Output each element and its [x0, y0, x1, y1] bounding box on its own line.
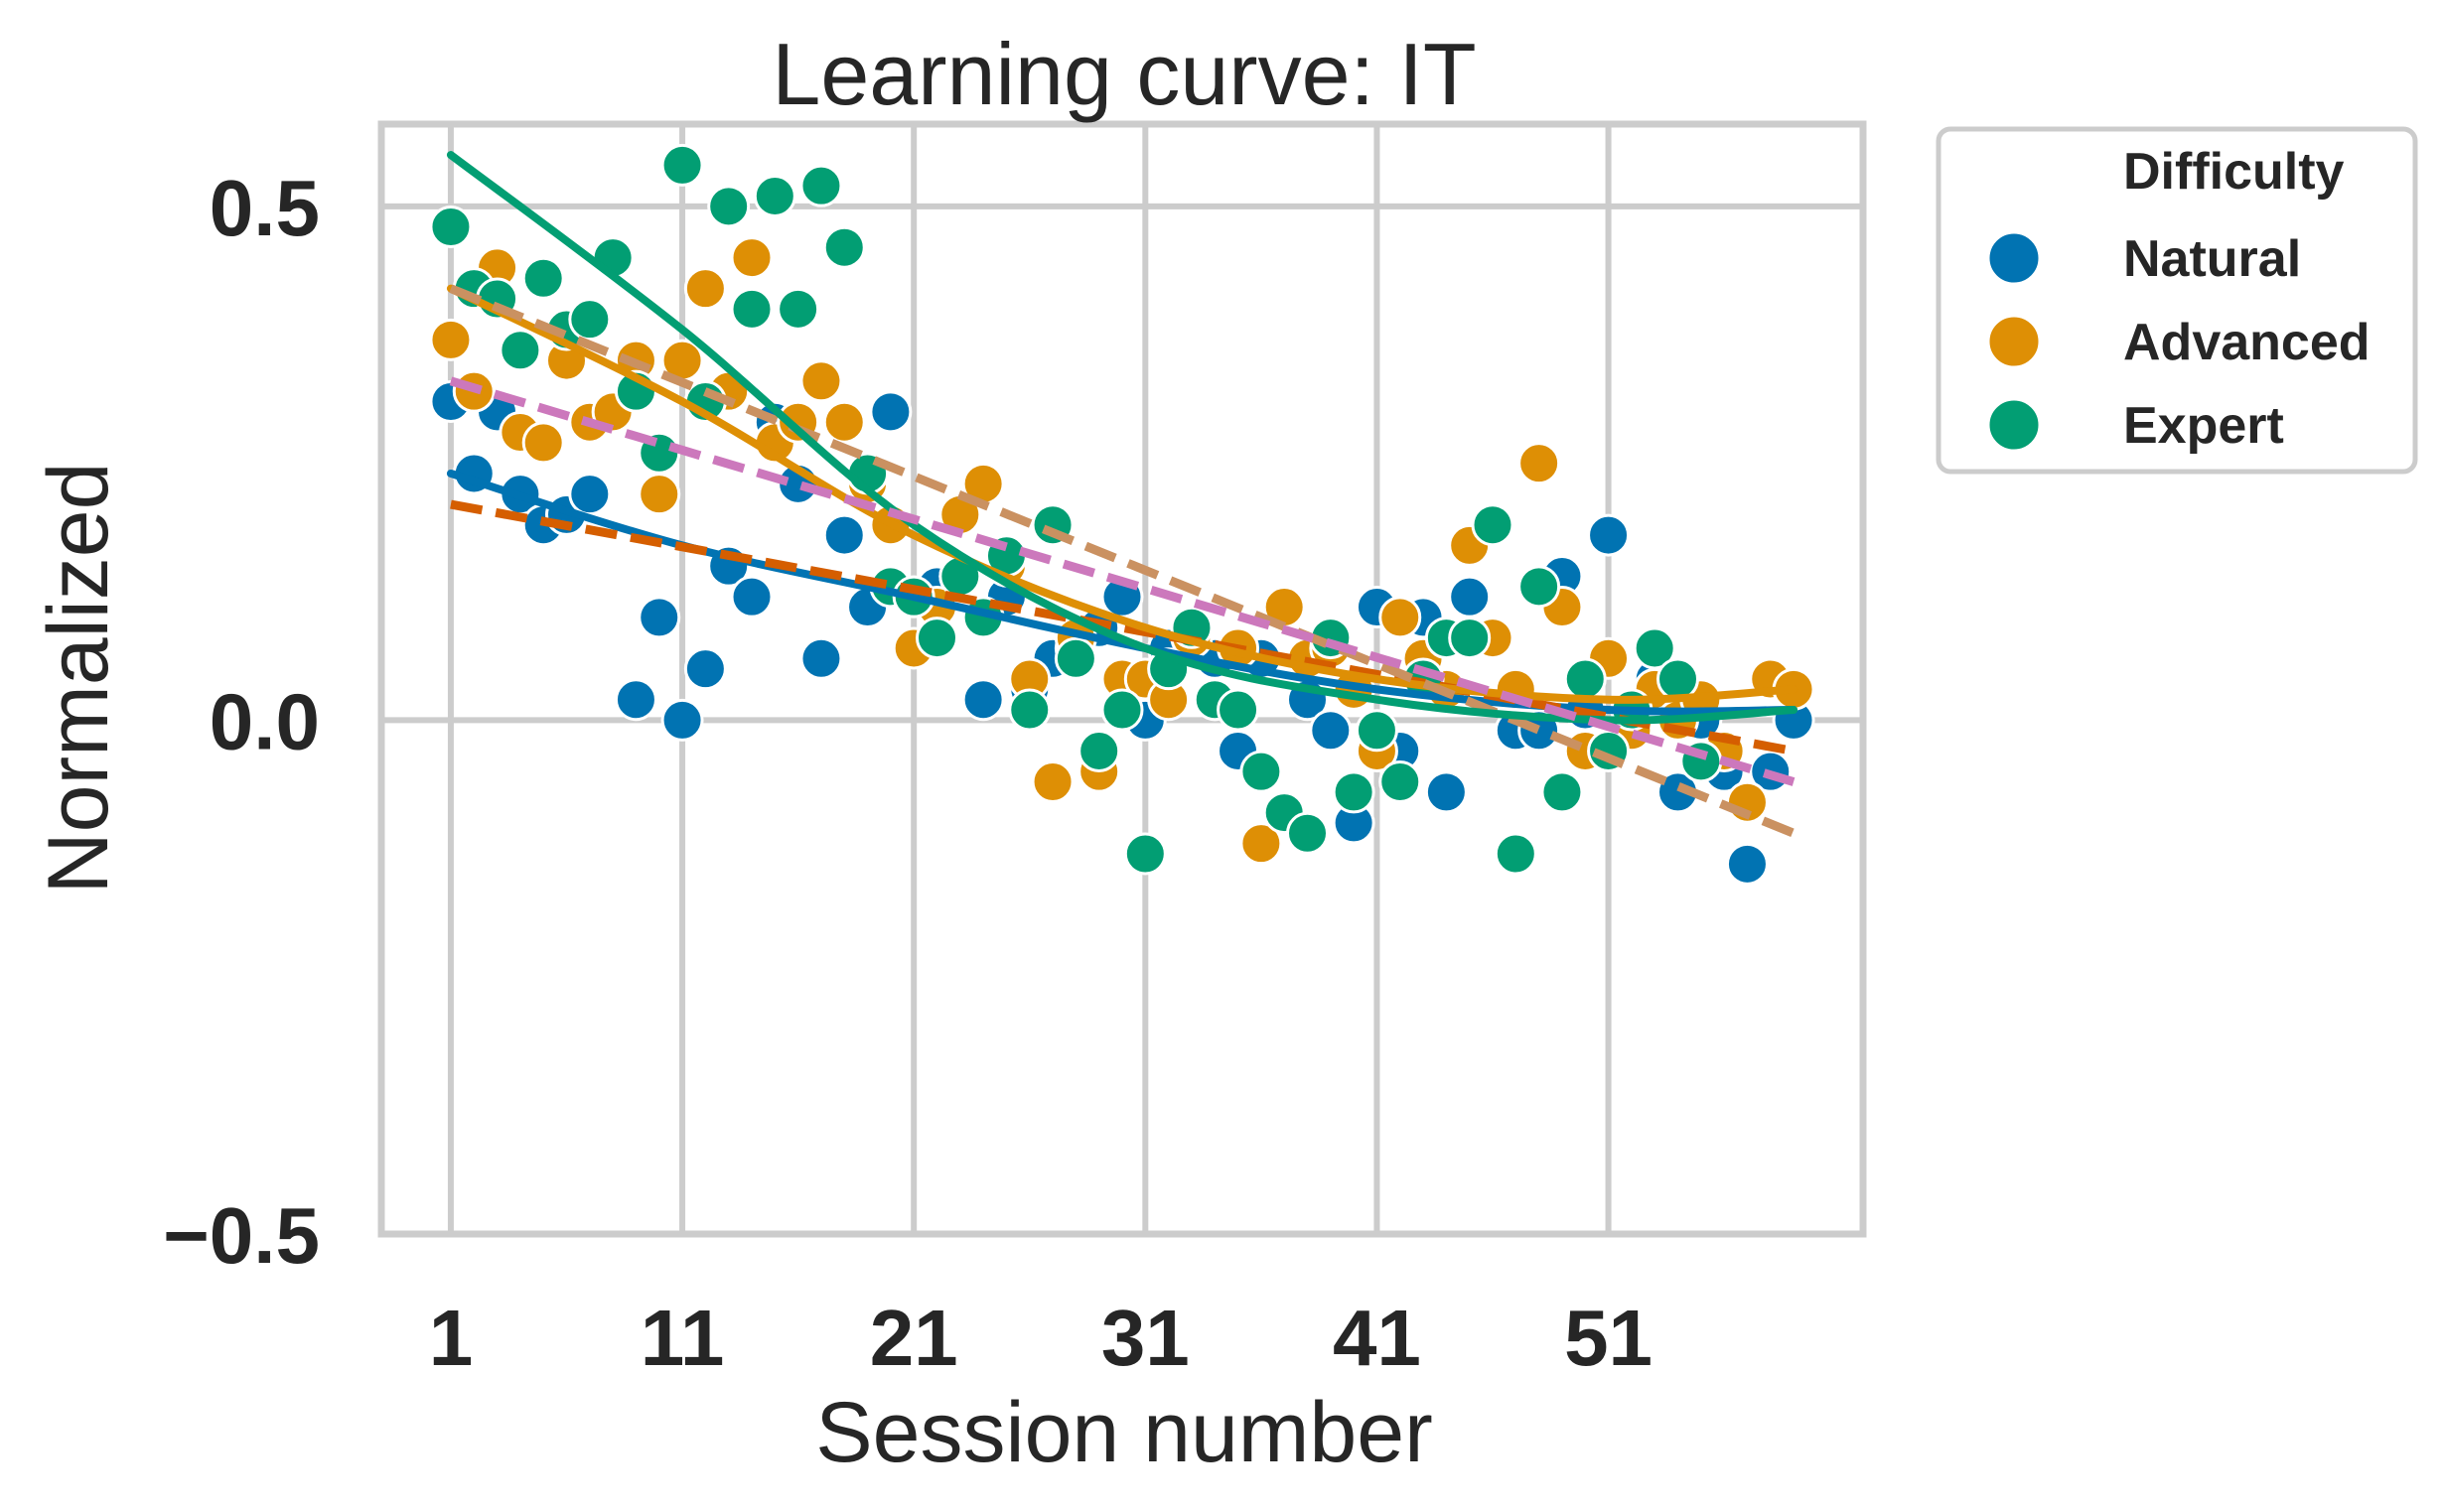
- point-expert: [1378, 760, 1422, 804]
- point-natural: [638, 596, 681, 639]
- point-advanced: [730, 236, 774, 280]
- point-advanced: [1239, 822, 1283, 866]
- point-advanced: [521, 421, 565, 465]
- point-advanced: [1031, 760, 1075, 804]
- legend-marker-expert: [1986, 397, 2042, 453]
- point-expert: [1286, 811, 1329, 855]
- point-advanced: [429, 318, 473, 361]
- point-expert: [1008, 688, 1052, 732]
- x-tick-label: 41: [1333, 1294, 1421, 1382]
- point-natural: [1725, 842, 1769, 886]
- point-advanced: [1517, 442, 1561, 485]
- point-expert: [916, 617, 958, 660]
- point-expert: [1054, 636, 1097, 680]
- x-tick-label: 11: [641, 1294, 725, 1382]
- point-natural: [568, 473, 612, 516]
- point-expert: [429, 206, 473, 249]
- point-expert: [568, 298, 612, 342]
- y-axis-label: Normalized: [31, 463, 126, 894]
- point-expert: [707, 185, 751, 228]
- point-natural: [1424, 770, 1468, 814]
- point-natural: [1448, 575, 1492, 619]
- point-expert: [1517, 565, 1561, 609]
- y-tick-label: −0.5: [163, 1191, 320, 1280]
- point-expert: [799, 164, 843, 207]
- point-natural: [961, 678, 1005, 722]
- point-natural: [660, 698, 704, 742]
- point-advanced: [822, 400, 866, 444]
- point-expert: [1100, 688, 1144, 732]
- linear-fit-expert: [449, 376, 1796, 786]
- x-tick-label: 21: [870, 1294, 958, 1382]
- y-tick-label: 0.5: [210, 164, 320, 252]
- x-tick-labels: 1 11 21 31 41 51: [429, 1294, 1653, 1382]
- point-expert: [1633, 626, 1676, 670]
- legend-label-advanced: Advanced: [2123, 314, 2371, 371]
- y-tick-labels: −0.5 0.0 0.5: [163, 164, 320, 1280]
- x-tick-label: 1: [429, 1294, 474, 1382]
- fit-lines: [446, 151, 1798, 838]
- legend-label-natural: Natural: [2123, 230, 2301, 288]
- point-expert: [1217, 688, 1260, 732]
- point-natural: [869, 390, 913, 434]
- legend: Difficulty Natural Advanced Expert: [1936, 126, 2418, 475]
- point-natural: [683, 647, 727, 691]
- point-expert: [1078, 729, 1121, 772]
- legend-marker-natural: [1986, 230, 2042, 286]
- point-expert: [1448, 617, 1492, 660]
- y-tick-label: 0.0: [210, 677, 320, 765]
- point-advanced: [683, 267, 727, 311]
- chart-title: Learning curve: IT: [772, 25, 1476, 123]
- legend-title: Difficulty: [2123, 143, 2345, 201]
- x-tick-label: 51: [1564, 1294, 1653, 1382]
- legend-marker-advanced: [1986, 314, 2042, 369]
- point-natural: [1309, 709, 1353, 753]
- linear-fit-advanced: [449, 284, 1796, 838]
- point-expert: [1656, 657, 1699, 701]
- point-natural: [822, 513, 866, 557]
- point-expert: [499, 329, 542, 372]
- point-expert: [1471, 503, 1514, 547]
- point-expert: [521, 256, 565, 300]
- legend-frame: [1936, 126, 2418, 475]
- plot-frame: [377, 120, 1867, 1238]
- fit-line-expert: [446, 151, 1798, 725]
- point-expert: [1332, 770, 1375, 814]
- point-expert: [1563, 657, 1607, 701]
- point-advanced: [799, 359, 843, 403]
- point-expert: [1123, 832, 1167, 876]
- point-natural: [730, 575, 774, 619]
- legend-label-expert: Expert: [2123, 397, 2284, 455]
- x-tick-label: 31: [1101, 1294, 1190, 1382]
- x-axis-label: Session number: [815, 1385, 1432, 1480]
- point-advanced: [1378, 596, 1422, 639]
- point-expert: [1494, 832, 1537, 876]
- point-expert: [1239, 750, 1283, 793]
- point-expert: [777, 287, 820, 331]
- legend-items: Natural Advanced Expert: [1986, 230, 2371, 455]
- point-expert: [730, 287, 774, 331]
- point-expert: [660, 143, 704, 187]
- point-natural: [1587, 513, 1631, 557]
- point-natural: [614, 678, 657, 722]
- point-expert: [1540, 770, 1584, 814]
- point-expert: [753, 174, 796, 217]
- point-expert: [1355, 709, 1398, 753]
- point-advanced: [638, 473, 681, 516]
- point-natural: [799, 636, 843, 680]
- fit-line-advanced: [446, 284, 1798, 704]
- point-expert: [822, 225, 866, 269]
